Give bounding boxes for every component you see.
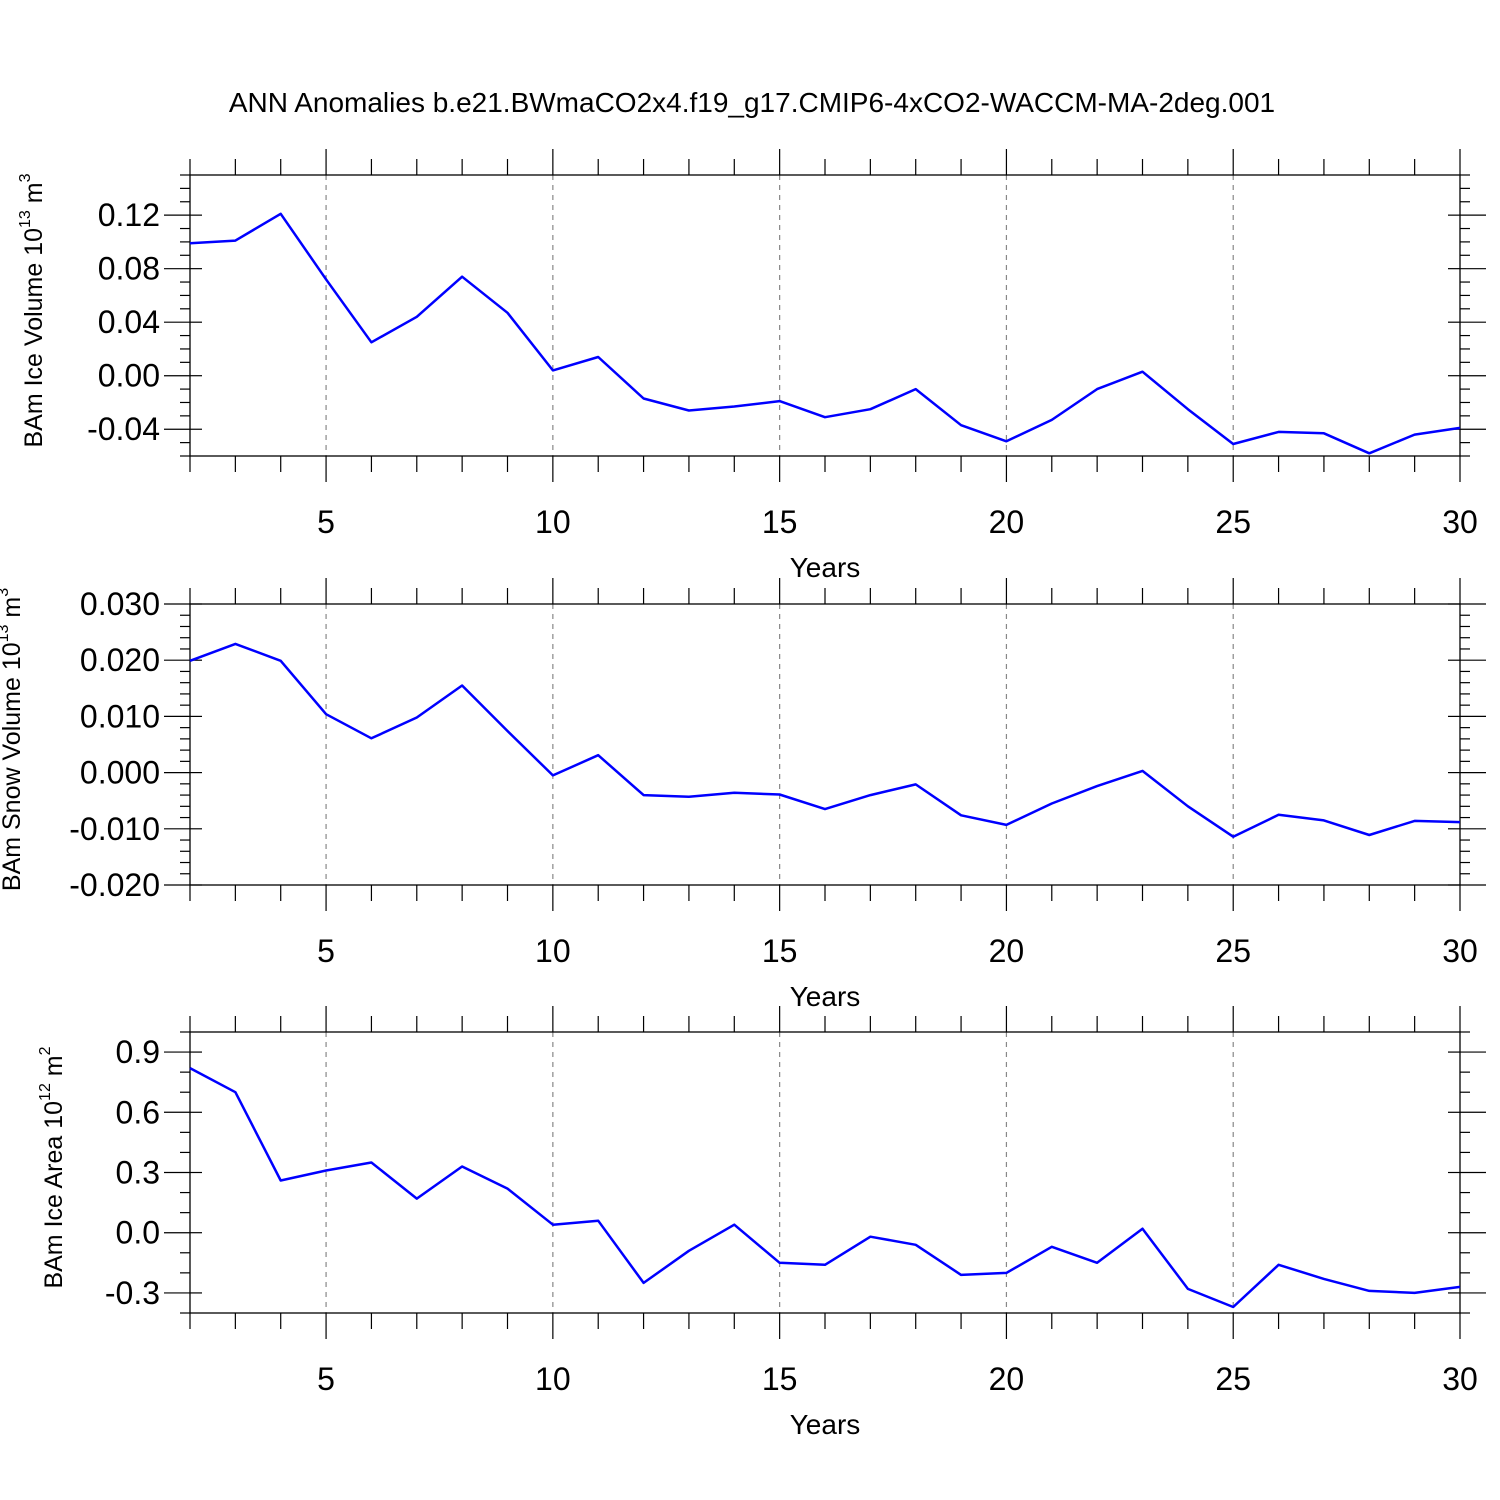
x-axis-label: Years <box>790 1409 861 1440</box>
tick-marks <box>164 149 1486 482</box>
y-label-unit: m <box>0 597 26 625</box>
y-tick-label: -0.010 <box>69 811 160 847</box>
x-axis-label: Years <box>790 552 861 583</box>
y-tick-label: 0.3 <box>116 1155 160 1191</box>
y-tick-label: 0.030 <box>80 586 160 622</box>
y-tick-label: 0.9 <box>116 1034 160 1070</box>
x-tick-label: 5 <box>317 504 335 540</box>
x-tick-label: 20 <box>989 1361 1025 1397</box>
x-tick-label: 25 <box>1215 1361 1251 1397</box>
y-tick-label: -0.3 <box>105 1275 160 1311</box>
plot-frame <box>189 174 1461 457</box>
grid-lines <box>325 175 1234 456</box>
series-line-ice-volume <box>189 212 1461 455</box>
x-tick-label: 15 <box>762 933 798 969</box>
y-tick-label: 0.08 <box>98 251 160 287</box>
y-label-exponent: 12 <box>37 1083 54 1101</box>
x-tick-label: 25 <box>1215 933 1251 969</box>
tick-marks <box>164 1006 1486 1339</box>
x-tick-label: 25 <box>1215 504 1251 540</box>
y-tick-label: -0.04 <box>87 411 160 447</box>
y-label-unit-exponent: 3 <box>17 173 34 182</box>
y-label-unit-exponent: 2 <box>37 1046 54 1055</box>
x-tick-label: 15 <box>762 504 798 540</box>
y-tick-label: 0.6 <box>116 1094 160 1130</box>
x-tick-label: 30 <box>1442 504 1478 540</box>
x-tick-label: 10 <box>535 1361 571 1397</box>
y-label-main: BAm Ice Volume 10 <box>20 228 48 448</box>
x-tick-label: 20 <box>989 933 1025 969</box>
x-tick-label: 15 <box>762 1361 798 1397</box>
tick-marks <box>164 578 1486 911</box>
series-line-snow-volume <box>189 642 1461 838</box>
x-tick-labels: 5 10 15 20 25 30 <box>317 933 1478 969</box>
panel-ice-volume: 5 10 15 20 25 30 0.120.080.040.00-0.04 Years … <box>17 149 1486 583</box>
y-tick-labels: 0.9 0.6 0.3 0.0 -0.3 <box>105 1034 160 1311</box>
y-label-exponent: 13 <box>0 624 12 642</box>
y-tick-label: 0.00 <box>98 358 160 394</box>
y-tick-label: 0.0 <box>116 1215 160 1251</box>
grid-lines <box>325 604 1234 885</box>
plot-frame <box>189 1031 1461 1314</box>
plot-frame <box>189 603 1461 886</box>
y-label-exponent: 13 <box>17 210 34 228</box>
y-axis-label: BAm Ice Volume 1013 m3 <box>17 173 48 447</box>
y-label-unit-exponent: 3 <box>0 588 12 597</box>
y-tick-label: -0.020 <box>69 867 160 903</box>
panel-snow-volume: 5 10 15 20 25 30 0.030 0.020 0.010 0.000 -0.010 -0… <box>0 578 1486 1012</box>
figure-title: ANN Anomalies b.e21.BWmaCO2x4.f19_g17.CM… <box>229 87 1275 118</box>
x-tick-labels: 5 10 15 20 25 30 <box>317 504 1478 540</box>
y-label-main: BAm Ice Area 10 <box>40 1101 68 1289</box>
y-label-unit: m <box>40 1055 68 1083</box>
y-tick-labels: 0.030 0.020 0.010 0.000 -0.010 -0.020 <box>69 586 160 903</box>
series-line-ice-area <box>189 1066 1461 1309</box>
y-tick-label: 0.000 <box>80 755 160 791</box>
y-tick-label: 0.12 <box>98 197 160 233</box>
panel-ice-area: 5 10 15 20 25 30 0.9 0.6 0.3 0.0 -0.3 Years BAm I… <box>37 1006 1486 1440</box>
y-axis-label: BAm Snow Volume 1013 m3 <box>0 588 26 891</box>
y-tick-label: 0.010 <box>80 698 160 734</box>
x-tick-label: 5 <box>317 933 335 969</box>
y-tick-labels: 0.12 0.08 0.04 0.00 -0.04 <box>87 197 160 447</box>
x-tick-label: 10 <box>535 504 571 540</box>
y-label-main: BAm Snow Volume 10 <box>0 642 26 891</box>
y-axis-label: BAm Ice Area 1012 m2 <box>37 1046 68 1288</box>
y-tick-label: 0.04 <box>98 304 160 340</box>
x-tick-label: 5 <box>317 1361 335 1397</box>
x-tick-label: 10 <box>535 933 571 969</box>
y-label-unit: m <box>20 182 48 210</box>
x-tick-label: 20 <box>989 504 1025 540</box>
x-tick-label: 30 <box>1442 1361 1478 1397</box>
y-tick-label: 0.020 <box>80 642 160 678</box>
grid-lines <box>325 1032 1234 1313</box>
x-tick-labels: 5 10 15 20 25 30 <box>317 1361 1478 1397</box>
x-tick-label: 30 <box>1442 933 1478 969</box>
x-axis-label: Years <box>790 981 861 1012</box>
